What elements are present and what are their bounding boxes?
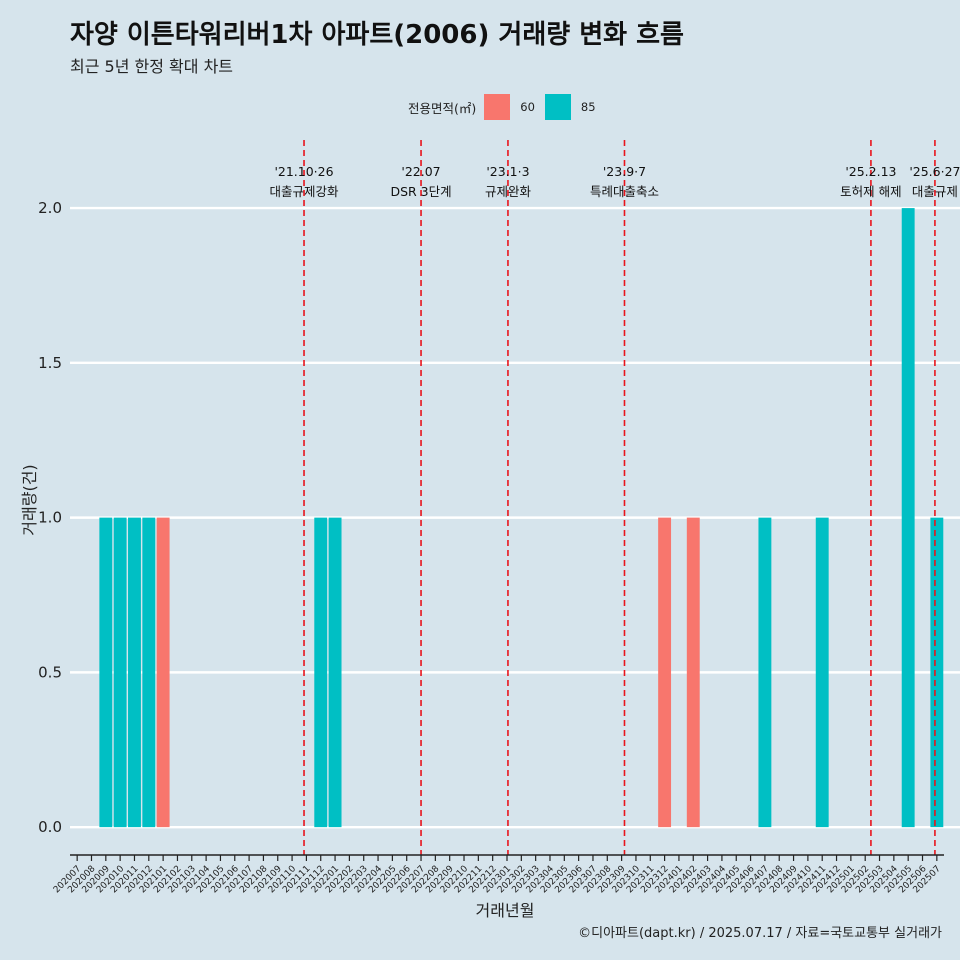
event-date-label: '22.07 — [401, 164, 440, 179]
bar-85-202009 — [99, 517, 113, 828]
event-date-label: '25.6·27 — [909, 164, 960, 179]
bar-85-202505 — [901, 208, 915, 828]
y-tick-label: 1.0 — [38, 509, 62, 527]
bar-85-202010 — [113, 517, 127, 828]
legend-key-85 — [544, 94, 571, 120]
event-date-label: '23.1·3 — [486, 164, 529, 179]
legend: 전용면적(㎡) 60 85 — [408, 93, 606, 121]
event-name-label: 토허제 해제 — [840, 184, 901, 199]
event-name-label: 특례대출축소 — [590, 184, 659, 199]
y-axis-label: 거래량(건) — [20, 464, 39, 536]
event-name-label: 대출규제강화 — [270, 184, 340, 199]
event-name-label: 대출규제 — [912, 184, 958, 199]
legend-title: 전용면적(㎡) — [408, 100, 477, 116]
bar-85-202011 — [128, 517, 141, 828]
chart-title: 자양 이튼타워리버1차 아파트(2006) 거래량 변화 흐름 — [70, 20, 684, 50]
source-caption: ©디아파트(dapt.kr) / 2025.07.17 / 자료=국토교통부 실… — [578, 926, 942, 941]
legend-label-85: 85 — [580, 100, 596, 114]
event-date-label: '23.9·7 — [603, 164, 646, 179]
legend-key-60 — [484, 94, 511, 120]
y-tick-label: 1.5 — [38, 354, 62, 372]
y-tick-label: 2.0 — [38, 199, 62, 217]
chart-subtitle: 최근 5년 한정 확대 차트 — [70, 57, 234, 76]
event-date-label: '25.2.13 — [845, 164, 896, 179]
legend-label-60: 60 — [520, 100, 535, 114]
bar-85-202201 — [328, 517, 342, 828]
bar-85-202507 — [930, 517, 944, 828]
bar-60-202312 — [658, 517, 672, 828]
event-date-label: '21.10·26 — [274, 164, 333, 179]
bar-85-202407 — [758, 517, 772, 828]
bar-60-202402 — [686, 517, 700, 828]
event-name-label: DSR 3단계 — [390, 184, 451, 199]
bar-85-202112 — [314, 517, 328, 828]
bar-85-202411 — [815, 517, 829, 828]
event-name-label: 규제완화 — [485, 184, 532, 199]
y-tick-label: 0.0 — [38, 818, 62, 836]
x-axis-label: 거래년월 — [475, 901, 535, 920]
bar-85-202012 — [142, 517, 156, 828]
y-tick-label: 0.5 — [38, 663, 62, 681]
bar-60-202101 — [156, 517, 170, 828]
